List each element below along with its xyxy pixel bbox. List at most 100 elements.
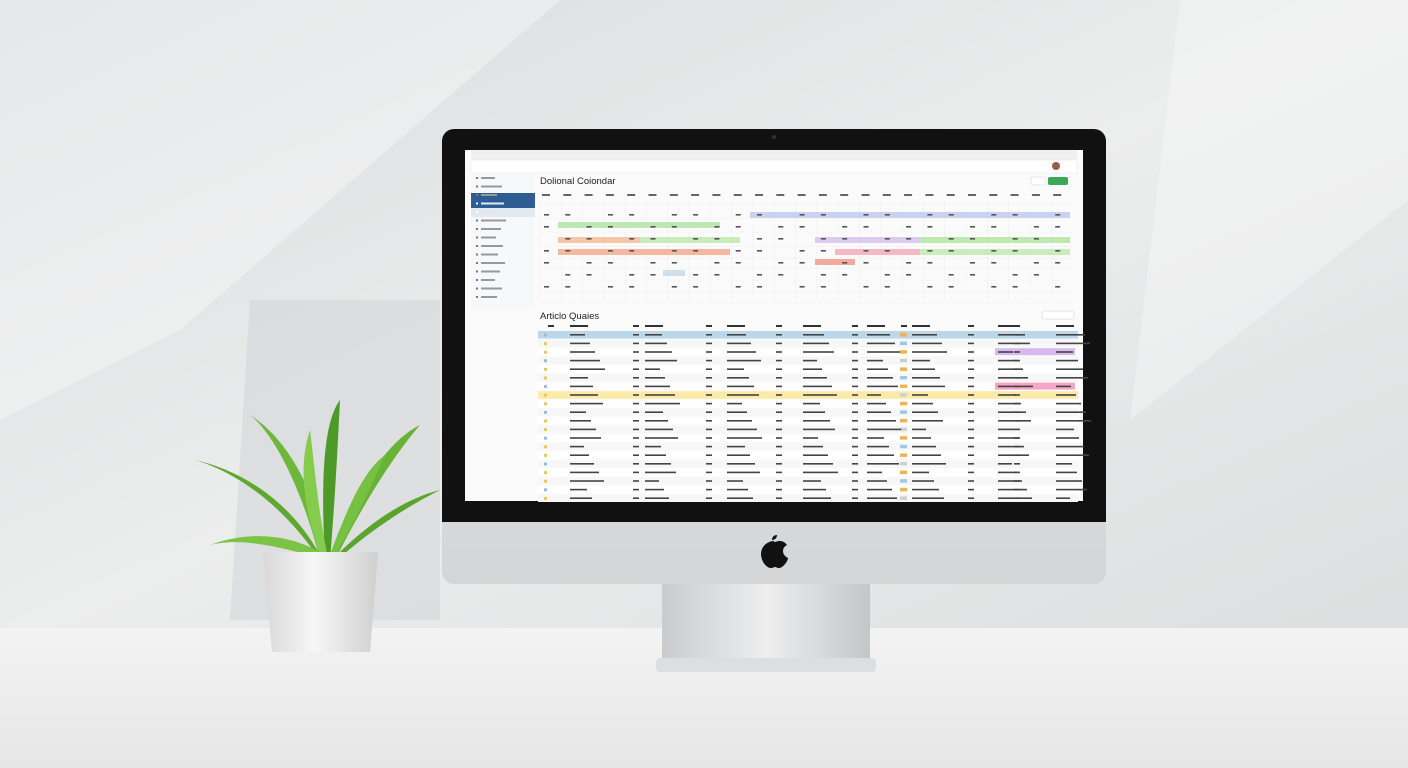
table-cell-text xyxy=(570,377,588,379)
event-text xyxy=(714,262,720,264)
event-bar xyxy=(640,237,740,243)
event-bar xyxy=(815,237,920,243)
table-cell-text xyxy=(998,463,1012,465)
event-text xyxy=(735,226,741,228)
status-dot xyxy=(900,358,907,363)
event-text xyxy=(799,250,805,252)
status-dot xyxy=(544,359,547,363)
table-cell-text xyxy=(998,488,1027,491)
sidebar-item xyxy=(476,185,478,188)
sidebar-selected[interactable] xyxy=(471,208,535,217)
event-text xyxy=(714,238,720,240)
table-cell-text xyxy=(912,342,942,345)
event-text xyxy=(629,274,635,276)
table-cell-text xyxy=(912,488,939,491)
event-text xyxy=(629,214,635,216)
table-cell-text xyxy=(1014,351,1020,353)
table-cell-text xyxy=(633,445,639,448)
event-text xyxy=(906,238,912,240)
table-header xyxy=(776,325,782,327)
table-header xyxy=(706,325,712,327)
table-cell-text xyxy=(776,463,782,465)
event-text xyxy=(927,250,933,252)
light-beam xyxy=(0,0,560,420)
table-cell-text xyxy=(645,454,666,456)
table-cell-text xyxy=(1056,334,1085,336)
table-cell-text xyxy=(1056,480,1082,482)
table-cell-text xyxy=(776,497,782,499)
status-dot xyxy=(900,496,907,500)
sidebar-label xyxy=(481,228,501,230)
table-cell-text xyxy=(852,428,858,431)
event-text xyxy=(1033,226,1039,228)
table-controls[interactable] xyxy=(1041,310,1075,320)
status-dot xyxy=(544,479,547,483)
event-text xyxy=(970,238,975,240)
table-cell-text xyxy=(803,471,838,474)
table-header xyxy=(912,325,930,327)
table-cell-text xyxy=(803,351,834,353)
table-cell-text xyxy=(1056,488,1087,491)
table-cell-text xyxy=(645,437,678,439)
avatar[interactable] xyxy=(1052,162,1060,170)
table-cell-text xyxy=(776,394,782,396)
table-cell-text xyxy=(776,471,782,474)
event-text xyxy=(586,262,592,264)
event-bar xyxy=(920,237,1070,243)
table-cell-text xyxy=(645,411,663,413)
calendar-header xyxy=(946,194,955,196)
table-cell-text xyxy=(998,445,1024,448)
screen-bg xyxy=(465,150,1083,501)
table-cell-text xyxy=(1014,402,1020,405)
event-text xyxy=(842,238,848,240)
primary-button[interactable] xyxy=(1048,177,1068,185)
event-text xyxy=(650,238,656,240)
event-text xyxy=(1012,274,1018,276)
table-cell-text xyxy=(706,342,712,345)
table-cell-text xyxy=(912,368,935,370)
table-cell-text xyxy=(570,411,586,413)
event-text xyxy=(1012,238,1018,240)
event-text xyxy=(799,226,805,228)
event-text xyxy=(1033,274,1039,276)
event-text xyxy=(991,250,997,252)
table-cell-text xyxy=(912,428,926,431)
sidebar-label xyxy=(481,177,495,179)
event-text xyxy=(906,226,912,228)
table-header xyxy=(570,325,588,327)
status-dot xyxy=(900,436,907,440)
table-cell-text xyxy=(645,497,669,499)
calendar-header xyxy=(669,194,678,196)
table-cell-text xyxy=(570,437,601,439)
sidebar-label xyxy=(481,262,505,264)
table-cell-text xyxy=(570,471,599,474)
table-cell-text xyxy=(645,377,665,379)
event-text xyxy=(1033,262,1039,264)
row-tag xyxy=(995,348,1075,356)
sidebar-item xyxy=(476,211,478,213)
table-cell-text xyxy=(968,471,974,474)
event-text xyxy=(586,226,592,228)
sidebar-label xyxy=(481,202,504,205)
event-text xyxy=(544,286,549,288)
table-cell-text xyxy=(727,351,756,353)
table-cell-text xyxy=(968,454,974,456)
sidebar-active[interactable] xyxy=(471,193,535,208)
sidebar-item xyxy=(476,287,478,290)
status-dot xyxy=(544,462,547,466)
table-cell-text xyxy=(633,428,639,431)
button[interactable] xyxy=(1030,176,1047,186)
table-cell-text xyxy=(706,437,712,439)
sidebar-item xyxy=(476,296,478,298)
table-cell-text xyxy=(727,377,749,379)
event-text xyxy=(991,226,997,228)
sidebar-label xyxy=(481,279,495,281)
table-cell-text xyxy=(706,463,712,465)
event-text xyxy=(629,286,635,288)
table-cell-text xyxy=(912,480,934,482)
event-text xyxy=(948,214,954,216)
apple-logo xyxy=(761,535,788,568)
table-cell-text xyxy=(645,368,660,370)
table-cell-text xyxy=(867,402,886,405)
table-cell-text xyxy=(727,437,762,439)
